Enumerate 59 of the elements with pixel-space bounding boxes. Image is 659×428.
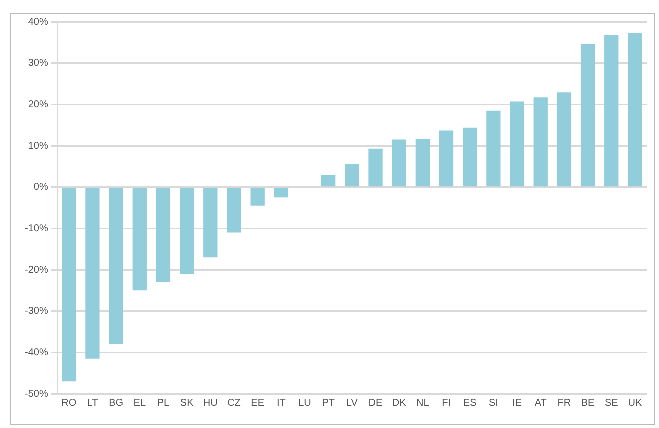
bar [486,110,501,187]
bar [510,102,524,187]
x-tick-label: SK [180,398,194,409]
bar [250,188,265,206]
bar [580,44,596,187]
x-tick-label: HU [203,398,218,409]
x-tick-label: DK [392,398,407,409]
bar [392,140,406,187]
bar [463,128,478,187]
x-tick-label: IE [512,398,522,409]
y-tick-label: -40% [24,347,48,358]
y-tick-label: -20% [24,264,48,276]
x-tick-label: ES [463,398,478,409]
bar [416,138,430,187]
x-tick-label: BG [109,398,124,409]
bar [109,188,124,344]
bar [227,188,242,233]
x-tick-label: NL [416,398,430,409]
y-tick-label: 40% [28,16,48,28]
x-tick-label: BE [581,398,596,409]
bar [368,148,383,187]
bar [86,188,100,359]
x-tick-label: FI [442,398,451,409]
x-tick-label: SI [488,398,498,409]
x-tick-label: FR [558,398,572,409]
bar [274,188,288,198]
x-tick-label: AT [534,398,547,409]
x-tick-label: PT [322,398,335,409]
x-tick-label: LV [346,398,358,409]
bar [628,33,642,187]
y-tick-label: -10% [24,223,48,234]
x-tick-label: SE [604,398,619,409]
bar [604,35,619,187]
x-tick-label: RO [62,398,77,409]
x-tick-label: EL [134,398,146,409]
bar [204,188,218,258]
bar [132,188,147,291]
bar [62,188,76,382]
x-tick-label: DE [368,398,384,409]
bar [156,188,171,282]
x-tick-label: IT [276,398,286,409]
x-tick-label: UK [628,398,642,409]
y-tick-label: -30% [24,306,48,318]
x-tick-label: LU [298,398,312,409]
x-tick-label: EE [251,398,265,409]
y-tick-label: -50% [24,388,48,400]
y-tick-label: 0% [34,182,48,194]
bar [534,98,548,187]
x-tick-label: CZ [228,398,241,409]
bar [180,188,194,274]
x-tick-label: LT [87,398,98,409]
y-tick-label: 30% [28,58,48,70]
x-tick-label: PL [157,398,170,409]
bar [345,164,360,187]
bar [439,130,454,187]
y-tick-label: 10% [28,140,48,152]
bar [557,92,572,187]
bar [322,175,336,187]
y-tick-label: 20% [28,99,48,110]
